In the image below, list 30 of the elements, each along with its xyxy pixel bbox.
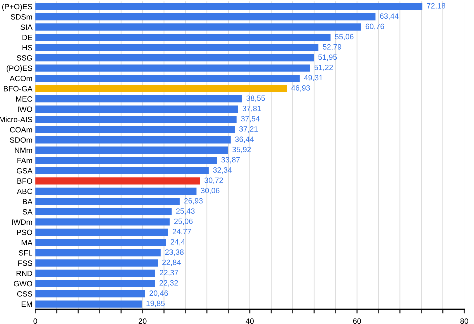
bar — [36, 116, 237, 124]
bar — [36, 126, 236, 134]
bar — [36, 270, 156, 278]
bar — [36, 167, 209, 174]
bar — [36, 64, 310, 72]
bar — [36, 260, 158, 267]
bar — [36, 146, 228, 154]
bar — [36, 300, 142, 308]
bar — [36, 249, 161, 257]
bar — [36, 74, 300, 82]
bar — [36, 96, 242, 103]
bar — [36, 24, 362, 31]
bar — [36, 208, 172, 216]
bar — [36, 239, 166, 246]
bar — [36, 228, 168, 236]
bar — [36, 136, 231, 144]
bar — [36, 106, 238, 113]
bar — [36, 280, 156, 288]
bar — [36, 44, 319, 52]
bar — [36, 157, 218, 164]
bar — [36, 198, 180, 206]
bar — [36, 54, 314, 62]
bar — [36, 178, 200, 185]
bar — [36, 85, 288, 92]
bar — [36, 290, 146, 298]
bar — [36, 34, 331, 42]
bar — [36, 3, 423, 10]
bar — [36, 13, 376, 21]
bar — [36, 218, 170, 226]
bar — [36, 188, 197, 196]
